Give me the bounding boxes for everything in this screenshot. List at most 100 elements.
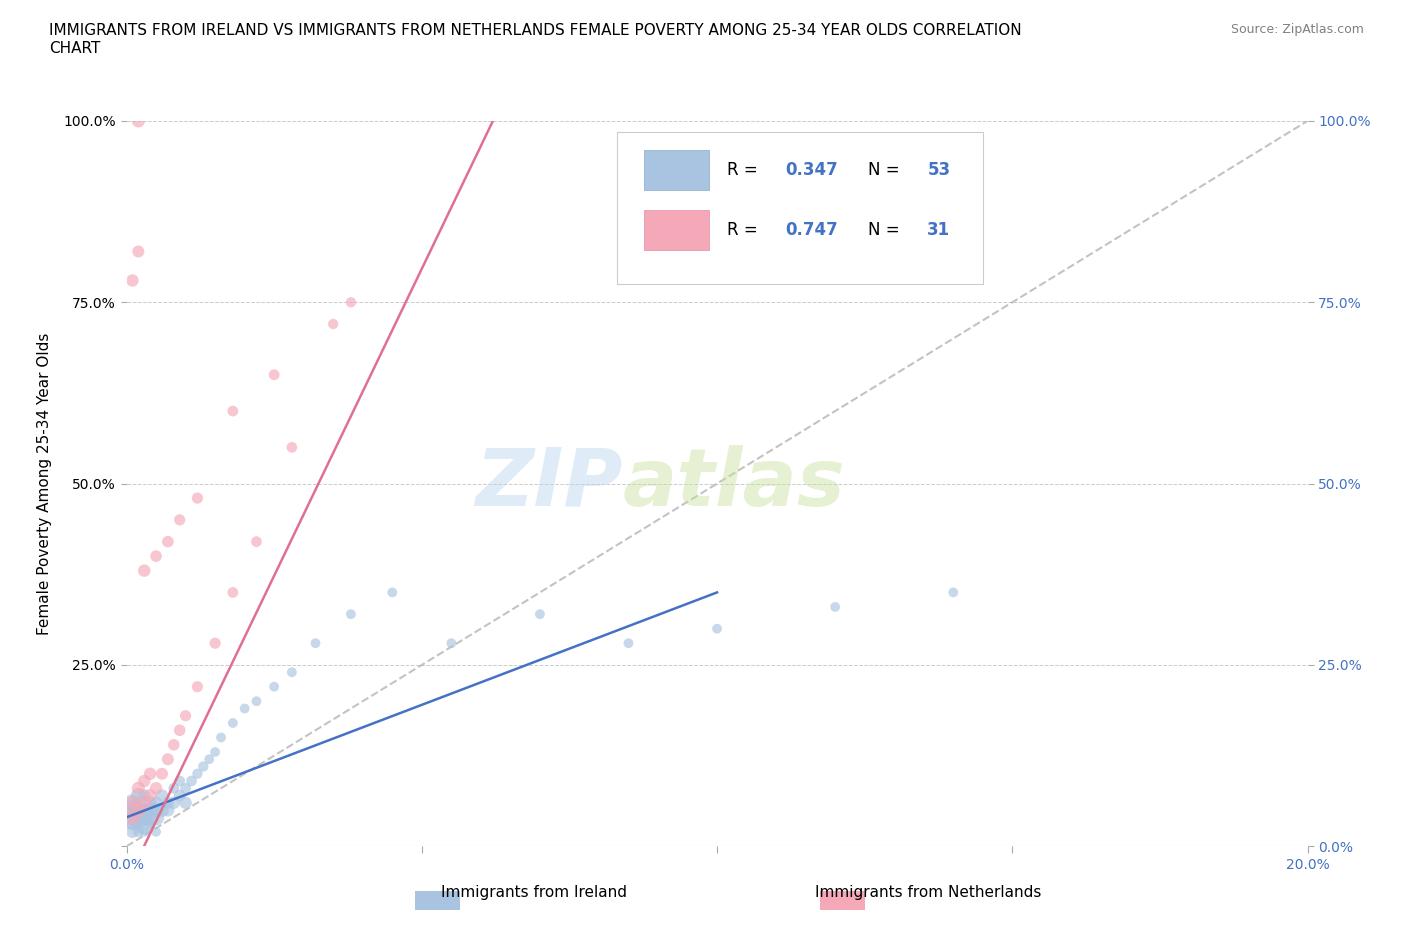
Point (145, 803, 167, 817)
Text: Immigrants from Ireland: Immigrants from Ireland (441, 885, 627, 900)
Point (824, 600, 846, 615)
Point (169, 788, 191, 803)
Point (169, 723, 191, 737)
Point (150, 803, 173, 817)
Point (145, 549, 167, 564)
Text: R =: R = (727, 221, 762, 239)
Text: 0.747: 0.747 (786, 221, 838, 239)
Point (204, 745, 226, 760)
Text: 53: 53 (928, 161, 950, 179)
Point (139, 817, 162, 832)
Text: R =: R = (727, 161, 762, 179)
Point (529, 606, 551, 621)
Point (156, 795, 179, 810)
Point (150, 788, 173, 803)
FancyBboxPatch shape (617, 132, 983, 285)
Point (340, 295, 363, 310)
Point (121, 803, 143, 817)
Point (942, 585, 965, 600)
Text: N =: N = (869, 161, 900, 179)
Point (198, 751, 221, 766)
Text: N =: N = (869, 221, 900, 239)
Point (617, 636, 640, 651)
Point (180, 774, 202, 789)
Point (127, 810, 149, 825)
Point (222, 585, 245, 600)
Text: Immigrants from Netherlands: Immigrants from Netherlands (814, 885, 1042, 900)
Point (340, 606, 363, 621)
Point (193, 759, 215, 774)
Point (127, 824, 149, 839)
Point (121, 273, 143, 288)
Y-axis label: Female Poverty Among 25-34 Year Olds: Female Poverty Among 25-34 Year Olds (38, 332, 52, 635)
Text: Source: ZipAtlas.com: Source: ZipAtlas.com (1230, 23, 1364, 36)
Point (139, 766, 162, 781)
Point (134, 803, 156, 817)
Text: IMMIGRANTS FROM IRELAND VS IMMIGRANTS FROM NETHERLANDS FEMALE POVERTY AMONG 25-3: IMMIGRANTS FROM IRELAND VS IMMIGRANTS FR… (49, 23, 1022, 56)
Point (245, 694, 267, 709)
FancyBboxPatch shape (644, 150, 709, 190)
Point (222, 404, 245, 418)
Point (163, 737, 186, 752)
Point (134, 774, 156, 789)
Point (281, 440, 304, 455)
Point (706, 621, 728, 636)
Point (156, 803, 179, 817)
Point (209, 730, 232, 745)
Point (322, 316, 344, 331)
Point (127, 803, 149, 817)
Point (304, 636, 326, 651)
Point (134, 817, 156, 832)
Point (127, 803, 149, 817)
Point (263, 367, 285, 382)
Point (169, 774, 191, 789)
Point (127, 781, 149, 796)
Point (204, 636, 226, 651)
Point (145, 810, 167, 825)
Point (127, 817, 149, 832)
Point (145, 795, 167, 810)
Text: 31: 31 (928, 221, 950, 239)
Text: atlas: atlas (623, 445, 845, 523)
Text: 0.347: 0.347 (786, 161, 838, 179)
Point (139, 803, 162, 817)
Point (163, 781, 186, 796)
Point (222, 715, 245, 730)
Point (156, 534, 179, 549)
Point (145, 781, 167, 796)
Point (134, 564, 156, 578)
Point (121, 795, 143, 810)
Point (174, 709, 197, 724)
Point (281, 665, 304, 680)
Point (134, 824, 156, 839)
Point (127, 244, 149, 259)
Text: ZIP: ZIP (475, 445, 623, 523)
Point (245, 534, 267, 549)
Point (174, 781, 197, 796)
Point (139, 795, 162, 810)
Point (145, 824, 167, 839)
Point (139, 788, 162, 803)
Point (121, 795, 143, 810)
Point (127, 113, 149, 128)
Point (174, 795, 197, 810)
Point (134, 788, 156, 803)
FancyBboxPatch shape (644, 210, 709, 250)
Point (186, 766, 208, 781)
Point (121, 810, 143, 825)
Point (381, 585, 404, 600)
Point (156, 751, 179, 766)
Point (134, 810, 156, 825)
Point (263, 679, 285, 694)
Point (233, 701, 256, 716)
Point (139, 810, 162, 825)
Point (163, 795, 186, 810)
Point (121, 824, 143, 839)
Point (150, 766, 173, 781)
Point (186, 491, 208, 506)
Point (134, 795, 156, 810)
Point (121, 810, 143, 825)
Point (440, 636, 463, 651)
Point (186, 679, 208, 694)
Point (121, 817, 143, 832)
